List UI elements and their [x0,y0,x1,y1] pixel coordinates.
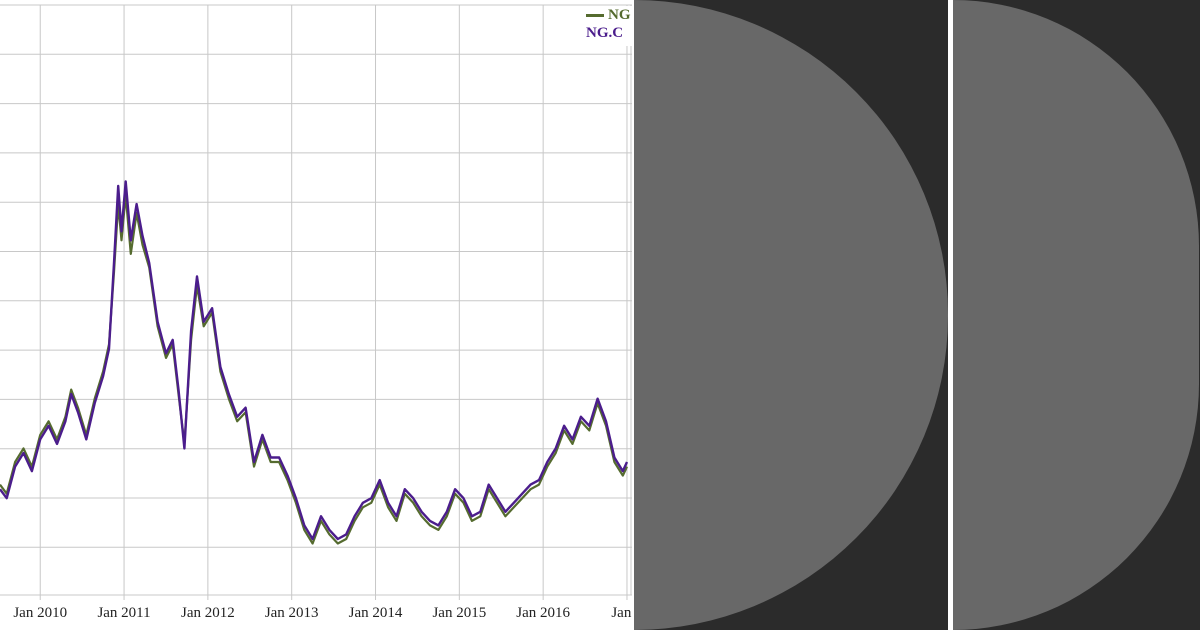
x-tick-label: Jan 2014 [349,605,403,621]
dark-panel-left [634,0,948,630]
panel-gap-divider [948,0,953,630]
legend-swatch-ng [586,13,604,17]
line-chart: Jan 2010 Jan 2011 Jan 2012 Jan 2013 Jan 2014… [0,4,632,621]
x-tick-label: Jan 2012 [181,605,235,621]
x-tick-label: Jan 2015 [432,605,486,621]
chart-panel-divider [632,0,634,630]
chart-svg: Jan 2010 Jan 2011 Jan 2012 Jan 2013 Jan 2014… [0,4,632,621]
x-tick-label: Jan 2011 [97,605,150,621]
x-tick-label: Jan 2016 [516,605,570,621]
grey-half-disc-left [634,0,948,630]
series-line-ng [0,194,628,545]
legend-item-ng: NG [586,6,632,24]
grey-half-disc-right [953,0,1199,630]
x-tick-label: Jan 2013 [265,605,319,621]
legend-label-ng-c: NG.C [586,25,624,41]
series-line-ng-c [0,180,629,541]
dark-panel-right [953,0,1200,630]
chart-legend: NG NG.C [586,6,632,46]
legend-item-ng-c: NG.C [586,24,632,42]
legend-label-ng: NG [608,7,631,23]
x-tick-label: Jan 2010 [13,605,67,621]
x-tick-label: Jan 2 [611,605,632,621]
